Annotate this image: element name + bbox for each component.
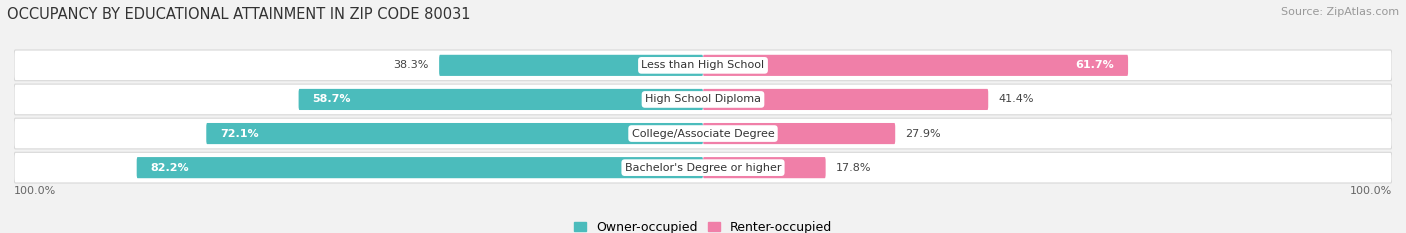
Text: OCCUPANCY BY EDUCATIONAL ATTAINMENT IN ZIP CODE 80031: OCCUPANCY BY EDUCATIONAL ATTAINMENT IN Z… <box>7 7 471 22</box>
Text: 72.1%: 72.1% <box>221 129 259 139</box>
Text: 17.8%: 17.8% <box>837 163 872 173</box>
FancyBboxPatch shape <box>14 152 1392 183</box>
Text: College/Associate Degree: College/Associate Degree <box>631 129 775 139</box>
Text: 27.9%: 27.9% <box>905 129 941 139</box>
Text: 38.3%: 38.3% <box>394 60 429 70</box>
FancyBboxPatch shape <box>14 84 1392 115</box>
Text: Less than High School: Less than High School <box>641 60 765 70</box>
FancyBboxPatch shape <box>703 89 988 110</box>
FancyBboxPatch shape <box>439 55 703 76</box>
Text: Source: ZipAtlas.com: Source: ZipAtlas.com <box>1281 7 1399 17</box>
FancyBboxPatch shape <box>14 50 1392 81</box>
FancyBboxPatch shape <box>703 157 825 178</box>
FancyBboxPatch shape <box>207 123 703 144</box>
FancyBboxPatch shape <box>298 89 703 110</box>
Legend: Owner-occupied, Renter-occupied: Owner-occupied, Renter-occupied <box>568 216 838 233</box>
Text: 100.0%: 100.0% <box>1350 186 1392 196</box>
FancyBboxPatch shape <box>136 157 703 178</box>
Text: 82.2%: 82.2% <box>150 163 188 173</box>
Text: 58.7%: 58.7% <box>312 94 352 104</box>
Text: 61.7%: 61.7% <box>1076 60 1115 70</box>
Text: High School Diploma: High School Diploma <box>645 94 761 104</box>
Text: Bachelor's Degree or higher: Bachelor's Degree or higher <box>624 163 782 173</box>
Text: 100.0%: 100.0% <box>14 186 56 196</box>
Text: 41.4%: 41.4% <box>998 94 1033 104</box>
FancyBboxPatch shape <box>14 118 1392 149</box>
FancyBboxPatch shape <box>703 123 896 144</box>
FancyBboxPatch shape <box>703 55 1128 76</box>
